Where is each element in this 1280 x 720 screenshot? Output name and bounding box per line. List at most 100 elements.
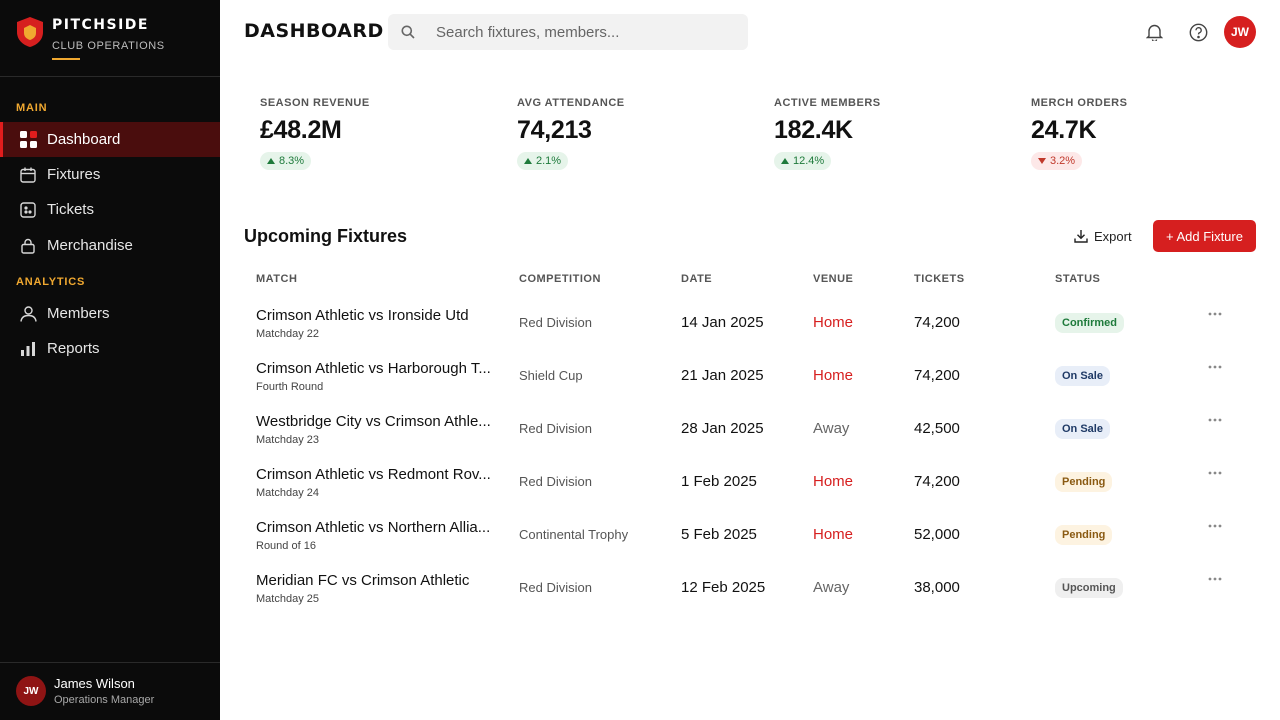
status-badge: Upcoming <box>1055 578 1123 598</box>
sidebar: PITCHSIDE CLUB OPERATIONS MAIN Dashboard… <box>0 0 220 720</box>
add-fixture-button[interactable]: + Add Fixture <box>1153 220 1256 252</box>
match-name: Crimson Athletic vs Northern Allia... <box>256 519 491 536</box>
stat-value: 74,213 <box>517 116 592 144</box>
triangle-down-icon <box>1038 158 1046 164</box>
tickets-count: 52,000 <box>914 526 960 543</box>
status-badge: On Sale <box>1055 419 1110 439</box>
page-title: DASHBOARD <box>244 20 384 42</box>
competition: Red Division <box>519 474 592 489</box>
user-role: Operations Manager <box>54 694 155 706</box>
sidebar-item-label: Fixtures <box>47 166 101 183</box>
stat-label: MERCH ORDERS <box>1031 97 1128 109</box>
stat-change-badge: 2.1% <box>517 152 569 170</box>
ticket-icon <box>19 201 37 219</box>
search-bar[interactable] <box>388 14 748 50</box>
nav-section-analytics: ANALYTICS <box>16 276 86 288</box>
tickets-count: 74,200 <box>914 473 960 490</box>
table-row[interactable]: Crimson Athletic vs Northern Allia... Ro… <box>244 519 1256 572</box>
sidebar-footer-divider <box>0 662 220 663</box>
stat-value: 24.7K <box>1031 116 1097 144</box>
status-badge: On Sale <box>1055 366 1110 386</box>
match-name: Crimson Athletic vs Harborough T... <box>256 360 491 377</box>
brand-underline <box>52 58 80 60</box>
more-options-icon[interactable] <box>1206 413 1224 427</box>
triangle-up-icon <box>524 158 532 164</box>
more-options-icon[interactable] <box>1206 307 1224 321</box>
table-row[interactable]: Crimson Athletic vs Redmont Rov... Match… <box>244 466 1256 519</box>
sidebar-item-label: Tickets <box>47 201 94 218</box>
search-icon <box>390 25 426 39</box>
more-options-icon[interactable] <box>1206 572 1224 586</box>
avatar: JW <box>16 676 46 706</box>
column-header-status[interactable]: STATUS <box>1055 273 1101 285</box>
table-row[interactable]: Westbridge City vs Crimson Athle... Matc… <box>244 413 1256 466</box>
sidebar-divider <box>0 76 220 77</box>
table-row[interactable]: Meridian FC vs Crimson Athletic Matchday… <box>244 572 1256 625</box>
stat-change-value: 2.1% <box>536 155 562 167</box>
match-round: Round of 16 <box>256 540 316 552</box>
sidebar-item-reports[interactable]: Reports <box>0 331 220 366</box>
column-header-date[interactable]: DATE <box>681 273 713 285</box>
sidebar-item-fixtures[interactable]: Fixtures <box>0 157 220 192</box>
tickets-count: 38,000 <box>914 579 960 596</box>
stat-card-revenue: SEASON REVENUE £48.2M 8.3% <box>260 97 370 170</box>
tickets-count: 74,200 <box>914 314 960 331</box>
search-input[interactable] <box>436 23 736 41</box>
user-profile[interactable]: JW James Wilson Operations Manager <box>16 676 154 706</box>
competition: Shield Cup <box>519 368 583 383</box>
column-header-tickets[interactable]: TICKETS <box>914 273 965 285</box>
match-date: 12 Feb 2025 <box>681 579 766 596</box>
brand-name: PITCHSIDE <box>52 17 149 33</box>
match-name: Crimson Athletic vs Redmont Rov... <box>256 466 491 483</box>
competition: Red Division <box>519 580 592 595</box>
column-header-competition[interactable]: COMPETITION <box>519 273 601 285</box>
venue: Away <box>813 420 850 437</box>
more-options-icon[interactable] <box>1206 466 1224 480</box>
help-icon[interactable] <box>1188 22 1208 42</box>
export-button[interactable]: Export <box>1066 222 1140 250</box>
match-date: 14 Jan 2025 <box>681 314 764 331</box>
sidebar-item-dashboard[interactable]: Dashboard <box>0 122 220 157</box>
venue: Home <box>813 526 854 543</box>
shield-logo-icon <box>17 17 43 47</box>
stat-change-value: 12.4% <box>793 155 825 167</box>
sidebar-item-merchandise[interactable]: Merchandise <box>0 228 220 263</box>
match-date: 28 Jan 2025 <box>681 420 764 437</box>
user-name: James Wilson <box>54 676 135 691</box>
status-badge: Pending <box>1055 525 1113 545</box>
competition: Continental Trophy <box>519 527 629 542</box>
match-round: Fourth Round <box>256 381 324 393</box>
stat-card-members: ACTIVE MEMBERS 182.4K 12.4% <box>774 97 881 170</box>
brand-subtitle: CLUB OPERATIONS <box>52 40 165 52</box>
download-icon <box>1074 229 1088 243</box>
more-options-icon[interactable] <box>1206 519 1224 533</box>
column-header-match[interactable]: MATCH <box>256 273 298 285</box>
match-round: Matchday 24 <box>256 487 319 499</box>
stat-label: ACTIVE MEMBERS <box>774 97 881 109</box>
competition: Red Division <box>519 315 592 330</box>
stat-card-attendance: AVG ATTENDANCE 74,213 2.1% <box>517 97 625 170</box>
table-row[interactable]: Crimson Athletic vs Harborough T... Four… <box>244 360 1256 413</box>
match-round: Matchday 25 <box>256 593 319 605</box>
column-header-venue[interactable]: VENUE <box>813 273 854 285</box>
stat-change-value: 3.2% <box>1050 155 1076 167</box>
stat-change-badge: 3.2% <box>1031 152 1083 170</box>
sidebar-item-members[interactable]: Members <box>0 296 220 331</box>
sidebar-item-label: Members <box>47 305 110 322</box>
bell-icon[interactable] <box>1144 22 1164 42</box>
table-row[interactable]: Crimson Athletic vs Ironside Utd Matchda… <box>244 307 1256 360</box>
more-options-icon[interactable] <box>1206 360 1224 374</box>
avatar[interactable]: JW <box>1224 16 1256 48</box>
stat-change-badge: 12.4% <box>774 152 832 170</box>
calendar-icon <box>19 166 37 184</box>
venue: Away <box>813 579 850 596</box>
stat-change-badge: 8.3% <box>260 152 312 170</box>
match-date: 5 Feb 2025 <box>681 526 757 543</box>
triangle-up-icon <box>781 158 789 164</box>
status-badge: Confirmed <box>1055 313 1124 333</box>
venue: Home <box>813 473 854 490</box>
export-label: Export <box>1094 228 1132 244</box>
grid-icon <box>19 131 37 149</box>
sidebar-item-tickets[interactable]: Tickets <box>0 192 220 227</box>
match-name: Meridian FC vs Crimson Athletic <box>256 572 470 589</box>
